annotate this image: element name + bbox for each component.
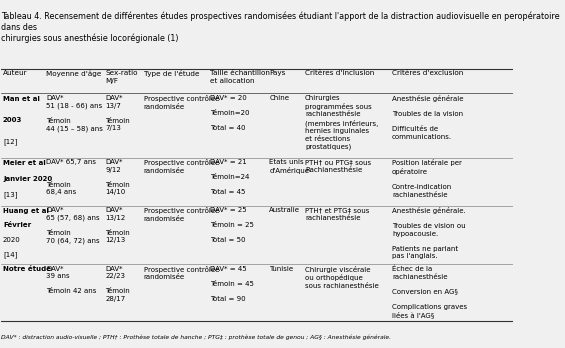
Text: [12]: [12] <box>3 138 18 145</box>
Text: Janvier 2020: Janvier 2020 <box>3 176 52 182</box>
Text: Sex-ratio
M/F: Sex-ratio M/F <box>105 70 138 84</box>
Text: Meier et al: Meier et al <box>3 160 46 166</box>
Text: DAV* = 45

Témoin = 45

Total = 90: DAV* = 45 Témoin = 45 Total = 90 <box>210 266 254 302</box>
Text: Anesthésie générale

Troubles de la vision

Difficultés de
communications.: Anesthésie générale Troubles de la visio… <box>392 95 463 140</box>
Text: Février: Février <box>3 222 31 228</box>
Text: Tableau 4. Recensement de différentes études prospectives randomisées étudiant l: Tableau 4. Recensement de différentes ét… <box>1 12 560 43</box>
Text: DAV*
9/12

Témoin
14/10: DAV* 9/12 Témoin 14/10 <box>105 159 130 195</box>
Text: PTH† ou PTG‡ sous
Rachianesthésie: PTH† ou PTG‡ sous Rachianesthésie <box>305 159 371 173</box>
Text: Prospective contrôlée
randomisée: Prospective contrôlée randomisée <box>144 95 219 110</box>
Text: 2003: 2003 <box>3 117 22 123</box>
Text: Type de l'étude: Type de l'étude <box>144 70 199 78</box>
Text: Moyenne d'âge: Moyenne d'âge <box>46 70 102 77</box>
Text: Prospective contrôlée
randomisée: Prospective contrôlée randomisée <box>144 266 219 280</box>
Text: Critères d'inclusion: Critères d'inclusion <box>305 70 374 77</box>
Text: Australie: Australie <box>269 207 300 213</box>
Text: Etats unis
d'Amérique: Etats unis d'Amérique <box>269 159 309 174</box>
Text: DAV* 65,7 ans


Témoin
68,4 ans: DAV* 65,7 ans Témoin 68,4 ans <box>46 159 97 195</box>
Text: Anesthésie générale.

Troubles de vision ou
hypoacousie.

Patients ne parlant
pa: Anesthésie générale. Troubles de vision … <box>392 207 466 259</box>
Text: Chine: Chine <box>269 95 289 101</box>
Text: Chirurgies
programmées sous
rachianesthésie
(membres inférieurs,
hernies inguina: Chirurgies programmées sous rachianesthé… <box>305 95 379 150</box>
Text: Pays: Pays <box>269 70 285 77</box>
Text: Prospective contrôlée
randomisée: Prospective contrôlée randomisée <box>144 207 219 222</box>
Text: DAV*
39 ans

Témoin 42 ans: DAV* 39 ans Témoin 42 ans <box>46 266 97 294</box>
Text: DAV*
65 (57, 68) ans

Témoin
70 (64, 72) ans: DAV* 65 (57, 68) ans Témoin 70 (64, 72) … <box>46 207 100 244</box>
Text: DAV*
22/23

Témoin
28/17: DAV* 22/23 Témoin 28/17 <box>105 266 130 302</box>
Text: DAV*
13/7

Témoin
7/13: DAV* 13/7 Témoin 7/13 <box>105 95 130 131</box>
Text: DAV* = 25

Témoin = 25

Total = 50: DAV* = 25 Témoin = 25 Total = 50 <box>210 207 254 243</box>
Text: DAV*
51 (18 - 66) ans

Témoin
44 (15 – 58) ans: DAV* 51 (18 - 66) ans Témoin 44 (15 – 58… <box>46 95 103 132</box>
Text: Position latérale per
opératoire

Contre-indication
rachianesthésie: Position latérale per opératoire Contre-… <box>392 159 462 198</box>
Text: PTH† et PTG‡ sous
rachianesthésie: PTH† et PTG‡ sous rachianesthésie <box>305 207 370 221</box>
Text: 2020: 2020 <box>3 237 21 243</box>
Text: Auteur: Auteur <box>3 70 28 77</box>
Text: Chirurgie viscérale
ou orthopédique
sous rachianesthésie: Chirurgie viscérale ou orthopédique sous… <box>305 266 379 289</box>
Text: [13]: [13] <box>3 192 18 198</box>
Text: Taille échantillon
et allocation: Taille échantillon et allocation <box>210 70 270 84</box>
Text: DAV* : distraction audio-visuelle ; PTH† : Prothèse totale de hanche ; PTG‡ : pr: DAV* : distraction audio-visuelle ; PTH†… <box>1 334 392 340</box>
Text: DAV* = 20

Témoin=20

Total = 40: DAV* = 20 Témoin=20 Total = 40 <box>210 95 250 131</box>
Text: [14]: [14] <box>3 251 18 258</box>
Text: Huang et al: Huang et al <box>3 208 49 214</box>
Text: DAV* = 21

Témoin=24

Total = 45: DAV* = 21 Témoin=24 Total = 45 <box>210 159 250 195</box>
Text: Prospective contrôlée
randomisée: Prospective contrôlée randomisée <box>144 159 219 174</box>
Text: Tunisie: Tunisie <box>269 266 293 272</box>
Text: Notre étude: Notre étude <box>3 266 51 272</box>
Text: DAV*
13/12

Témoin
12/13: DAV* 13/12 Témoin 12/13 <box>105 207 130 243</box>
Text: Critères d'exclusion: Critères d'exclusion <box>392 70 463 77</box>
Text: Man et al: Man et al <box>3 96 40 102</box>
Text: Échec de la
rachianesthésie

Conversion en AG§

Complications graves
liées à l'A: Échec de la rachianesthésie Conversion e… <box>392 266 467 318</box>
